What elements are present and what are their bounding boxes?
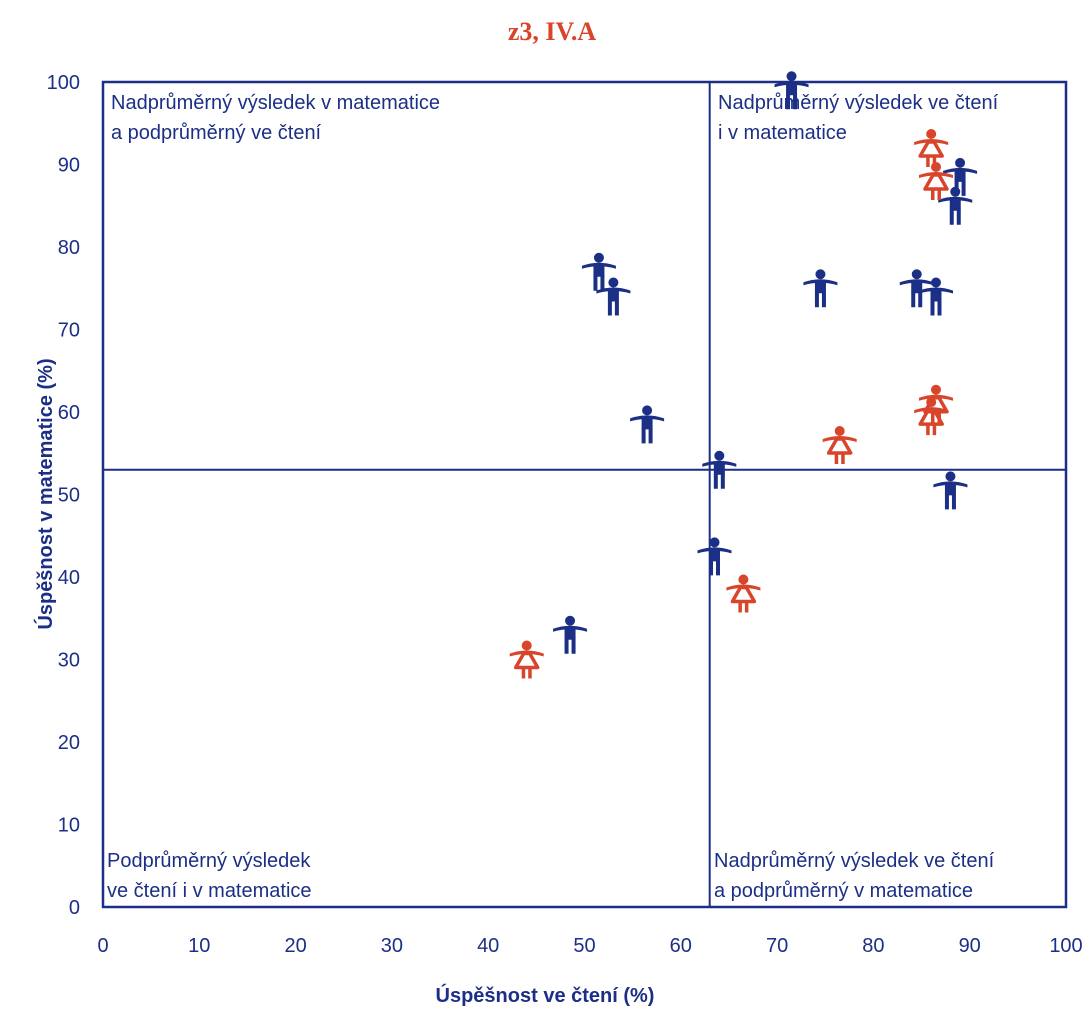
girl-icon — [918, 162, 953, 200]
girl-icon — [914, 129, 949, 167]
x-tick-label: 70 — [766, 935, 788, 957]
y-tick-label: 20 — [58, 732, 80, 754]
x-tick-label: 100 — [1049, 935, 1082, 957]
boy-icon — [803, 269, 838, 308]
x-tick-label: 10 — [188, 935, 210, 957]
quadrant-label-top-right-line-1: Nadprůměrný výsledek ve čtení — [718, 92, 999, 114]
boy-icon — [899, 269, 934, 308]
x-tick-label: 0 — [97, 935, 108, 957]
x-axis-label: Úspěšnost ve čtení (%) — [436, 983, 655, 1007]
quadrant-label-bottom-right-line-2: a podprůměrný v matematice — [714, 880, 973, 902]
x-tick-label: 20 — [284, 935, 306, 957]
boy-icon — [774, 71, 809, 110]
y-tick-label: 50 — [58, 485, 80, 507]
quadrant-label-bottom-left-line-1: Podprůměrný výsledek — [107, 850, 311, 872]
x-tick-label: 90 — [959, 935, 981, 957]
y-tick-label: 60 — [58, 402, 80, 424]
quadrant-label-bottom-right-line-1: Nadprůměrný výsledek ve čtení — [714, 850, 995, 872]
y-tick-label: 30 — [58, 650, 80, 672]
y-tick-label: 70 — [58, 320, 80, 342]
girl-icon — [509, 640, 544, 679]
boy-icon — [918, 277, 953, 316]
y-tick-label: 80 — [58, 237, 80, 259]
girl-icon — [726, 574, 761, 613]
y-axis-ticks: 0 10 20 30 40 50 60 70 80 90 100 — [47, 72, 80, 919]
plot-frame — [101, 80, 1068, 909]
x-tick-label: 40 — [477, 935, 499, 957]
y-axis-label: Úspěšnost v matematice (%) — [33, 358, 57, 629]
girl-icon — [822, 426, 857, 464]
x-tick-label: 60 — [670, 935, 692, 957]
y-tick-label: 100 — [47, 72, 80, 94]
x-tick-label: 50 — [573, 935, 595, 957]
boy-icon — [596, 277, 631, 316]
x-tick-label: 80 — [862, 935, 884, 957]
y-tick-label: 0 — [69, 897, 80, 919]
boy-icon — [938, 186, 973, 225]
chart-title: z3, IV.A — [508, 17, 597, 46]
boy-icon — [553, 615, 588, 654]
boy-icon — [630, 405, 665, 444]
data-points — [509, 71, 978, 679]
quadrant-label-top-left-line-2: a podprůměrný ve čtení — [111, 122, 322, 144]
quadrant-label-top-right-line-2: i v matematice — [718, 122, 847, 144]
y-tick-label: 90 — [58, 155, 80, 177]
x-axis-ticks: 0 10 20 30 40 50 60 70 80 90 100 — [97, 935, 1082, 957]
boy-icon — [581, 252, 616, 291]
boy-icon — [697, 537, 732, 576]
boy-icon — [933, 471, 968, 510]
y-tick-label: 40 — [58, 567, 80, 589]
girl-icon — [914, 397, 949, 436]
quadrant-label-top-left-line-1: Nadprůměrný výsledek v matematice — [111, 92, 440, 114]
quadrant-label-bottom-left-line-2: ve čtení i v matematice — [107, 880, 312, 902]
boy-icon — [702, 450, 737, 489]
y-tick-label: 10 — [58, 815, 80, 837]
x-tick-label: 30 — [381, 935, 403, 957]
